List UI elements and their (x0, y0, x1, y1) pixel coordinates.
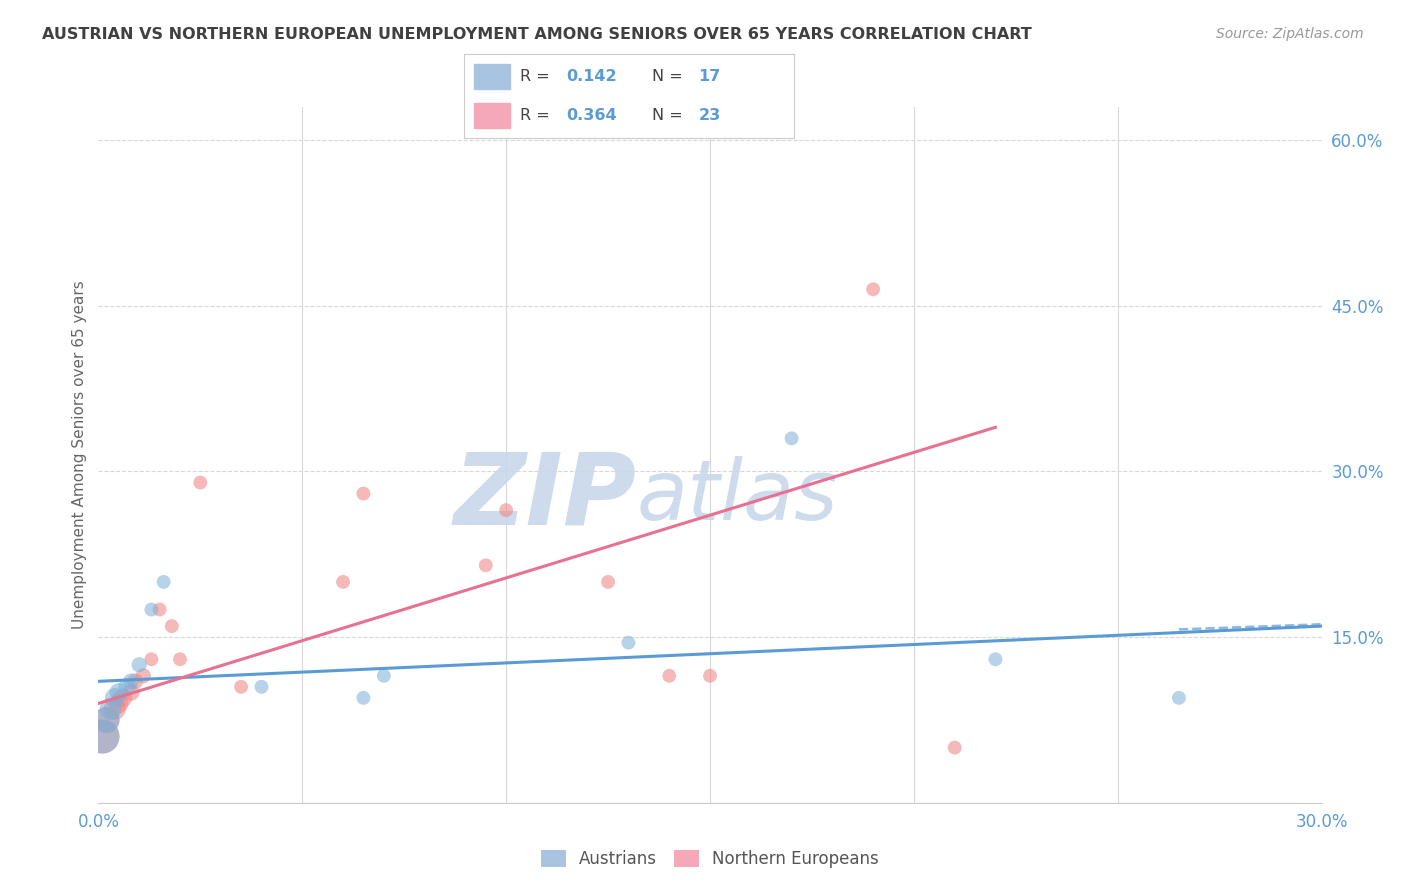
Point (132, 669, 155, 683)
Point (100, 702, 122, 716)
Point (120, 674, 142, 689)
Point (108, 685, 131, 699)
Point (699, 669, 721, 683)
Point (658, 669, 681, 683)
Point (188, 475, 212, 490)
Point (495, 503, 517, 517)
Point (373, 669, 395, 683)
Legend: Austrians, Northern Europeans: Austrians, Northern Europeans (534, 843, 886, 874)
Point (332, 574, 354, 589)
Point (149, 602, 172, 616)
Point (141, 652, 163, 666)
Point (124, 674, 146, 689)
Point (152, 574, 174, 589)
Text: N =: N = (652, 108, 688, 123)
Text: 0.364: 0.364 (567, 108, 617, 123)
Point (617, 635, 640, 649)
Text: atlas: atlas (637, 456, 838, 537)
Point (96, 713, 118, 727)
Point (1167, 690, 1189, 705)
Y-axis label: Unemployment Among Seniors over 65 years: Unemployment Among Seniors over 65 years (72, 281, 87, 629)
Point (141, 602, 163, 616)
Point (231, 680, 253, 694)
Text: Source: ZipAtlas.com: Source: ZipAtlas.com (1216, 27, 1364, 41)
Text: AUSTRIAN VS NORTHERN EUROPEAN UNEMPLOYMENT AMONG SENIORS OVER 65 YEARS CORRELATI: AUSTRIAN VS NORTHERN EUROPEAN UNEMPLOYME… (42, 27, 1032, 42)
Point (115, 680, 138, 694)
Point (474, 558, 498, 573)
Point (91, 730, 114, 744)
FancyBboxPatch shape (474, 103, 510, 128)
Point (91, 730, 114, 744)
Text: N =: N = (652, 69, 688, 84)
Point (104, 702, 127, 716)
Point (108, 697, 131, 711)
Text: R =: R = (520, 69, 555, 84)
Point (862, 282, 884, 296)
Text: ZIP: ZIP (454, 448, 637, 545)
Point (943, 740, 966, 755)
Point (169, 652, 191, 666)
Point (352, 486, 374, 500)
Point (598, 574, 620, 589)
Text: 0.142: 0.142 (567, 69, 617, 84)
Point (104, 690, 127, 705)
Point (352, 690, 374, 705)
Point (984, 652, 1007, 666)
Text: 17: 17 (699, 69, 721, 84)
Text: R =: R = (520, 108, 555, 123)
Text: 23: 23 (699, 108, 721, 123)
Point (96, 713, 118, 727)
Point (111, 690, 134, 705)
FancyBboxPatch shape (474, 63, 510, 89)
Point (120, 685, 142, 699)
Point (160, 619, 183, 633)
Point (250, 680, 273, 694)
Point (128, 657, 150, 672)
Point (780, 431, 803, 445)
